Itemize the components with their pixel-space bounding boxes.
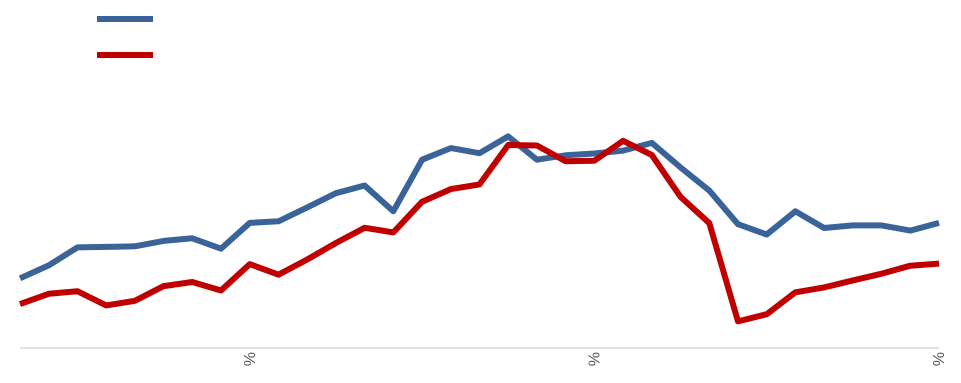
legend (97, 16, 153, 58)
x-tick-label: % (242, 352, 259, 366)
x-tick-label: % (586, 352, 603, 366)
x-tick-label: % (931, 352, 948, 366)
series-line-1 (18, 133, 940, 282)
x-axis-ticks: %%% (242, 352, 948, 366)
series-lines (18, 133, 940, 325)
series-line-2 (18, 137, 940, 325)
